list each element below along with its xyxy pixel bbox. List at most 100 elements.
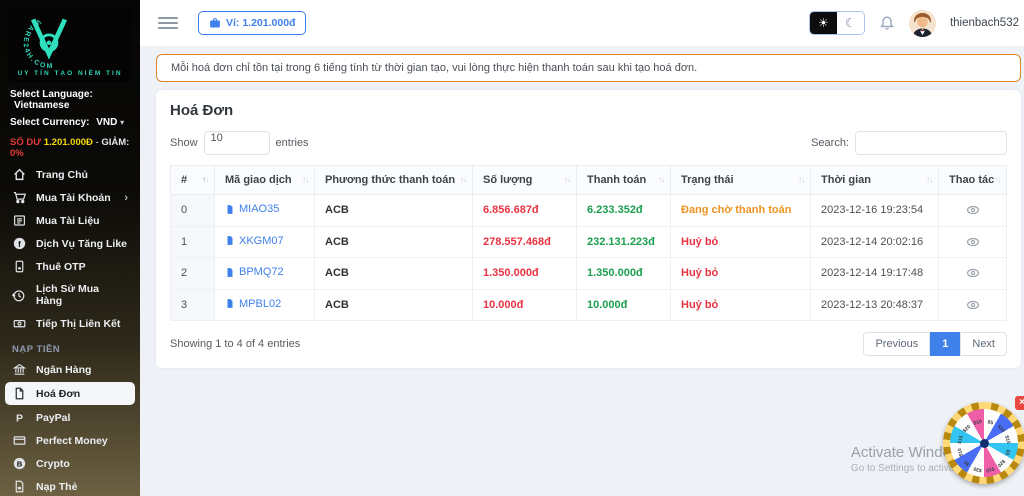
svg-text:B: B bbox=[16, 459, 22, 468]
username: thienbach532 bbox=[949, 17, 1019, 29]
dark-mode-button[interactable]: ☾ bbox=[836, 12, 864, 34]
sidebar-item-rent-otp[interactable]: Thuê OTP bbox=[0, 255, 140, 278]
balance-amount: 1.201.000Đ bbox=[43, 137, 93, 148]
currency-select[interactable]: Select Currency: VND ▾ bbox=[0, 114, 140, 131]
previous-page-button[interactable]: Previous bbox=[863, 332, 931, 356]
balance-separator: - bbox=[95, 137, 99, 148]
sidebar-item-label: Hoá Đơn bbox=[36, 387, 81, 400]
balance-label: SỐ DƯ bbox=[10, 137, 42, 148]
status-badge: Đang chờ thanh toán bbox=[670, 194, 811, 227]
user-avatar[interactable] bbox=[908, 9, 936, 37]
svg-text:P: P bbox=[15, 413, 22, 424]
show-label: Show bbox=[170, 137, 198, 149]
table-row: 3 MPBL02 ACB 10.000đ 10.000đ Huỷ bỏ 2023… bbox=[170, 288, 1007, 321]
page-size-select[interactable]: 10 bbox=[203, 131, 270, 155]
balance-line: SỐ DƯ 1.201.000Đ - GIẢM: 0% bbox=[0, 131, 140, 163]
sidebar-item-label: Crypto bbox=[36, 457, 70, 470]
notice-banner: Mỗi hoá đơn chỉ tồn tại trong 6 tiếng tí… bbox=[156, 54, 1021, 82]
sidebar-item-label: Ngân Hàng bbox=[36, 363, 92, 376]
sidebar-item-like-service[interactable]: f Dịch Vụ Tăng Like bbox=[0, 232, 140, 255]
invoice-link[interactable]: XKGM07 bbox=[225, 235, 284, 247]
currency-value: VND bbox=[96, 117, 118, 128]
cell-amount: 10.000đ bbox=[472, 288, 577, 321]
sort-icons: ↑↓ bbox=[926, 175, 933, 184]
search-label: Search: bbox=[811, 137, 849, 149]
wallet-icon bbox=[209, 17, 221, 29]
search-control: Search: bbox=[811, 131, 1007, 155]
sidebar-item-affiliate[interactable]: Tiếp Thị Liên Kết bbox=[0, 312, 140, 335]
column-header-actions[interactable]: Thao tác ↑↓ bbox=[938, 165, 1007, 195]
column-header-status[interactable]: Trạng thái ↑↓ bbox=[670, 165, 811, 195]
hamburger-menu-icon[interactable] bbox=[158, 17, 178, 29]
sidebar-item-label: Dịch Vụ Tăng Like bbox=[36, 237, 128, 250]
light-mode-button[interactable]: ☀ bbox=[809, 12, 837, 34]
sidebar-item-buy-accounts[interactable]: Mua Tài Khoản › bbox=[0, 186, 140, 209]
page-1-button[interactable]: 1 bbox=[930, 332, 961, 356]
language-label: Select Language: bbox=[10, 89, 93, 100]
lucky-wheel-widget: $5 $10 $15 $5 $20 $10 $30 $5 $10 $15 $20… bbox=[943, 396, 1024, 484]
lucky-wheel[interactable]: $5 $10 $15 $5 $20 $10 $30 $5 $10 $15 $20… bbox=[943, 402, 1024, 484]
discount-label: GIẢM: bbox=[101, 137, 130, 148]
sort-icons: ↑↓ bbox=[994, 175, 1001, 184]
sidebar-item-top-up-card[interactable]: Nạp Thẻ bbox=[0, 475, 140, 496]
theme-toggle: ☀ ☾ bbox=[808, 11, 865, 35]
notifications-bell-icon[interactable] bbox=[879, 15, 895, 31]
cell-amount: 1.350.000đ bbox=[472, 257, 577, 290]
sidebar-item-buy-documents[interactable]: Mua Tài Liệu bbox=[0, 209, 140, 232]
view-invoice-button[interactable] bbox=[965, 203, 981, 217]
cell-payment: 6.233.352đ bbox=[576, 194, 671, 227]
main-area: Ví: 1.201.000đ ☀ ☾ thienbach532 Mỗi hoá … bbox=[140, 0, 1024, 496]
sidebar-item-label: Nạp Thẻ bbox=[36, 480, 78, 493]
search-input[interactable] bbox=[855, 131, 1007, 155]
cart-icon bbox=[12, 191, 26, 204]
sidebar-item-perfect-money[interactable]: Perfect Money bbox=[0, 429, 140, 452]
next-page-button[interactable]: Next bbox=[960, 332, 1007, 356]
sidebar-item-bank[interactable]: Ngân Hàng bbox=[0, 358, 140, 381]
brand-logo[interactable]: VIARE24H.COM UY TÍN TẠO NIỀM TIN bbox=[8, 7, 132, 82]
sidebar-item-purchase-history[interactable]: Lịch Sử Mua Hàng bbox=[0, 278, 140, 312]
table-header-row: # ↑↓ Mã giao dịch ↑↓ Phương thức thanh toá… bbox=[170, 165, 1007, 195]
sidebar-item-paypal[interactable]: P PayPal bbox=[0, 406, 140, 429]
close-wheel-button[interactable]: × bbox=[1015, 396, 1024, 410]
sidebar-item-crypto[interactable]: B Crypto bbox=[0, 452, 140, 475]
watermark-line1: Activate Windows bbox=[850, 444, 970, 461]
simcard-icon bbox=[12, 480, 26, 493]
cell-index: 0 bbox=[170, 194, 215, 227]
sort-icons: ↑↓ bbox=[460, 175, 467, 184]
language-value: Vietnamese bbox=[14, 100, 70, 111]
column-header-index[interactable]: # ↑↓ bbox=[170, 165, 215, 195]
wheel-face: $5 $10 $15 $5 $20 $10 $30 $5 $10 $15 $20… bbox=[950, 409, 1018, 477]
cell-index: 3 bbox=[170, 288, 215, 321]
brand-tagline: UY TÍN TẠO NIỀM TIN bbox=[17, 70, 123, 77]
invoice-link[interactable]: BPMQ72 bbox=[225, 266, 284, 278]
language-select[interactable]: Select Language: Vietnamese bbox=[0, 86, 140, 114]
view-invoice-button[interactable] bbox=[965, 298, 981, 312]
sidebar-item-invoices[interactable]: Hoá Đơn bbox=[5, 382, 135, 405]
view-invoice-button[interactable] bbox=[965, 235, 981, 249]
activate-windows-watermark: Activate Windows Go to Settings to activ… bbox=[851, 444, 971, 474]
status-badge: Huỷ bỏ bbox=[670, 225, 811, 258]
status-badge: Huỷ bỏ bbox=[670, 257, 811, 290]
sidebar-item-home[interactable]: Trang Chủ bbox=[0, 163, 140, 186]
chevron-right-icon: › bbox=[124, 191, 128, 204]
cell-time: 2023-12-14 19:17:48 bbox=[810, 257, 939, 290]
invoice-link[interactable]: MIAO35 bbox=[225, 203, 279, 215]
cell-method: ACB bbox=[314, 194, 473, 227]
column-header-code[interactable]: Mã giao dịch ↑↓ bbox=[214, 165, 315, 195]
watermark-line2: Go to Settings to activate... bbox=[850, 463, 971, 474]
invoice-icon bbox=[12, 387, 26, 400]
column-header-amount[interactable]: Số lượng ↑↓ bbox=[472, 165, 577, 195]
view-invoice-button[interactable] bbox=[965, 266, 981, 280]
invoices-table: # ↑↓ Mã giao dịch ↑↓ Phương thức thanh toá… bbox=[170, 165, 1007, 321]
cell-time: 2023-12-16 19:23:54 bbox=[810, 194, 939, 227]
discount-value: 0% bbox=[10, 148, 24, 159]
table-row: 1 XKGM07 ACB 278.557.468đ 232.131.223đ H… bbox=[170, 225, 1007, 258]
document-icon bbox=[12, 214, 26, 227]
column-header-payment[interactable]: Thanh toán ↑↓ bbox=[576, 165, 671, 195]
wallet-balance-button[interactable]: Ví: 1.201.000đ bbox=[198, 11, 307, 35]
column-header-time[interactable]: Thời gian ↑↓ bbox=[810, 165, 939, 195]
invoice-link[interactable]: MPBL02 bbox=[225, 298, 281, 310]
entries-label: entries bbox=[275, 137, 309, 149]
column-header-method[interactable]: Phương thức thanh toán ↑↓ bbox=[314, 165, 473, 195]
paypal-icon: P bbox=[12, 411, 26, 424]
